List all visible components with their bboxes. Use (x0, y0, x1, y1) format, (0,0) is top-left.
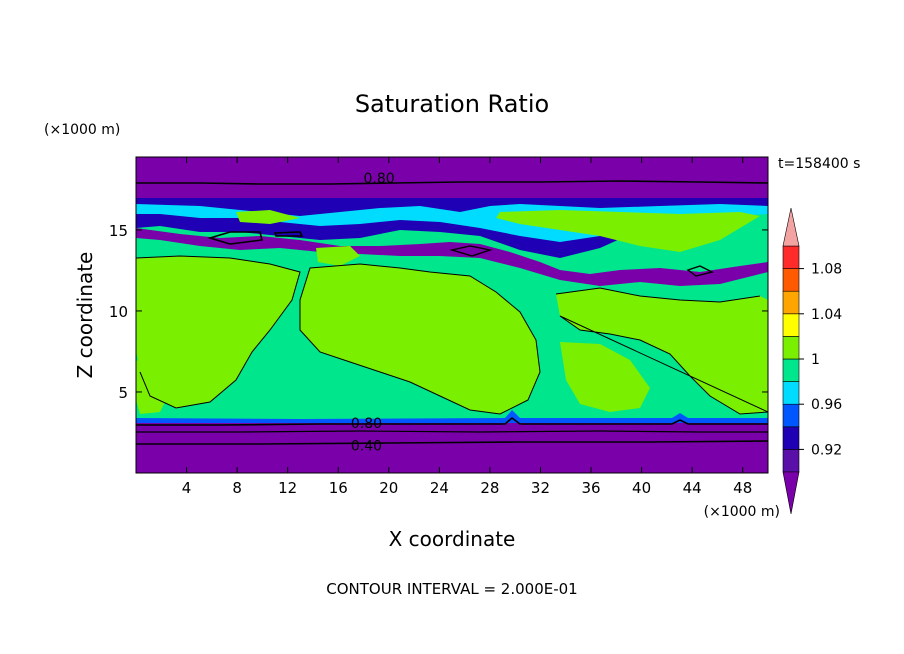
field-upper-purple (136, 228, 768, 286)
colorbar-swatch (782, 313, 800, 337)
contour-line-mid-2 (299, 263, 541, 415)
y-tick-label: 5 (118, 384, 128, 402)
contour-interval-note: CONTOUR INTERVAL = 2.000E-01 (326, 580, 577, 598)
contour-line-060 (136, 430, 768, 433)
x-axis-title: X coordinate (389, 527, 516, 551)
x-tick-label: 28 (480, 479, 499, 497)
x-tick-label: 16 (329, 479, 348, 497)
colorbar-swatch (782, 336, 800, 360)
field-surface-layer (136, 420, 768, 473)
contour-line-cloud-2 (449, 245, 715, 277)
colorbar-swatch (782, 449, 800, 473)
contour-label: 0.80 (351, 416, 382, 432)
field-green-region-6 (316, 246, 360, 266)
colorbar-swatch (782, 403, 800, 428)
x-tick-label: 32 (531, 479, 550, 497)
colorbar-tick-label: 1 (811, 352, 820, 368)
contour-line-cloud-1 (207, 231, 304, 245)
x-tick-label: 20 (379, 479, 398, 497)
contour-line-080-top (136, 180, 768, 185)
x-tick-label: 4 (182, 479, 192, 497)
field-green-region-5 (136, 360, 170, 414)
field-green-region-3 (556, 288, 768, 414)
time-label: t=158400 s (778, 156, 860, 172)
field-surface-edge (136, 410, 768, 423)
colorbar-swatch (782, 245, 800, 269)
field-green-region-1 (136, 256, 300, 408)
y-axis: 5 10 15 (109, 222, 768, 402)
contour-line-040 (136, 440, 768, 445)
colorbar-over-arrow (782, 207, 800, 247)
y-axis-title: Z coordinate (73, 252, 97, 379)
x-tick-label: 8 (232, 479, 242, 497)
contour-line-mid-3 (555, 287, 768, 415)
contour-label: 0.40 (351, 438, 382, 454)
contour-line-mid-1 (136, 255, 301, 409)
chart-title: Saturation Ratio (355, 90, 549, 118)
contour-label-layer: 0.80 0.80 0.40 (351, 171, 395, 454)
plot-field (136, 157, 768, 473)
y-tick-label: 10 (109, 303, 128, 321)
y-unit-label: (×1000 m) (44, 122, 120, 138)
field-green-region-2 (300, 264, 540, 414)
contour-label: 0.80 (364, 171, 395, 187)
colorbar-under-arrow (782, 471, 800, 515)
contour-line-080-bottom (136, 416, 768, 426)
colorbar-swatch (782, 268, 800, 292)
colorbar-tick-label: 1.08 (811, 262, 842, 278)
colorbar-swatch (782, 426, 800, 450)
colorbar: 0.92 0.96 1 1.04 1.08 (782, 207, 842, 515)
x-tick-label: 24 (430, 479, 449, 497)
x-axis: 4 8 12 16 20 24 28 32 36 40 44 48 (182, 157, 752, 497)
colorbar-swatch (782, 290, 800, 315)
x-unit-label: (×1000 m) (704, 504, 780, 520)
field-green-region-4 (560, 342, 650, 412)
x-tick-label: 36 (581, 479, 600, 497)
x-tick-label: 12 (278, 479, 297, 497)
colorbar-tick-label: 1.04 (811, 307, 842, 323)
x-tick-label: 48 (733, 479, 752, 497)
y-tick-label: 15 (109, 222, 128, 240)
field-upper-green-patch (236, 210, 760, 252)
x-tick-label: 40 (632, 479, 651, 497)
x-tick-label: 44 (683, 479, 702, 497)
plot-frame (135, 156, 769, 474)
colorbar-swatch (782, 358, 800, 382)
colorbar-tick-label: 0.92 (811, 442, 842, 458)
colorbar-tick-label: 0.96 (811, 397, 842, 413)
field-stratosphere (136, 157, 768, 199)
colorbar-swatch (782, 381, 800, 405)
